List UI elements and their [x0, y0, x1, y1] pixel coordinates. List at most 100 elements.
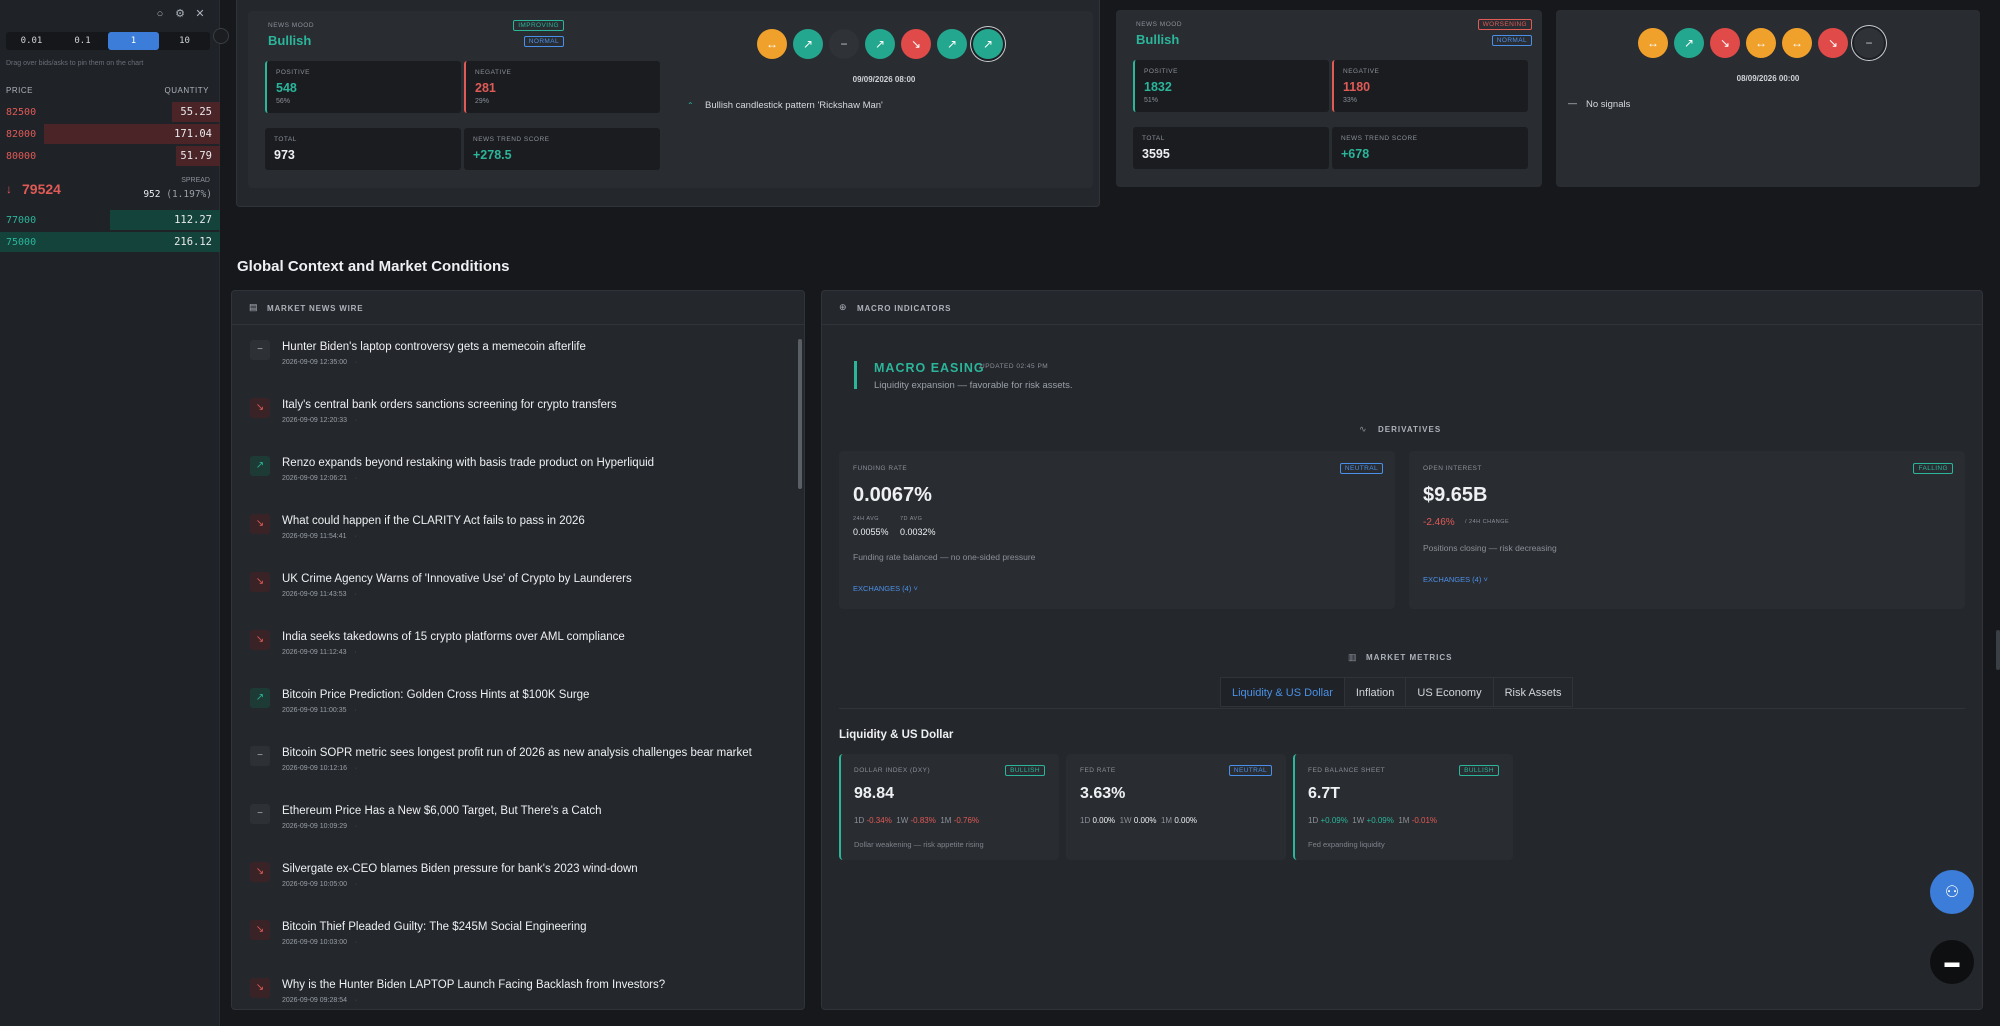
downtrend-signal-icon[interactable]: ↘ — [1818, 28, 1848, 58]
tab-us-economy[interactable]: US Economy — [1405, 677, 1494, 707]
news-mood-card: NEWS MOOD Bullish IMPROVING NORMAL POSIT… — [236, 0, 1100, 207]
signal-time: 08/09/2026 00:00 — [1736, 74, 1800, 83]
news-date: 2026-09-09 11:00:35 — [282, 707, 357, 714]
news-item[interactable]: ↘ What could happen if the CLARITY Act f… — [232, 503, 792, 561]
news-item[interactable]: ↘ Italy's central bank orders sanctions … — [232, 387, 792, 445]
sideways-signal-icon[interactable]: ↔ — [1638, 28, 1668, 58]
assistant-button[interactable]: ⚇ — [1930, 870, 1974, 914]
downtrend-signal-icon[interactable]: ↘ — [901, 29, 931, 59]
order-book-header: PRICE QUANTITY — [6, 86, 209, 95]
macro-indicators-panel: ⊕ MACRO INDICATORS MACRO EASING UPDATED … — [821, 290, 1983, 1010]
indicator-badge: BULLISH — [1459, 765, 1499, 776]
ask-row[interactable]: 80000 51.79 — [0, 146, 220, 166]
macro-regime: MACRO EASING — [874, 361, 985, 375]
news-item[interactable]: − Bitcoin SOPR metric sees longest profi… — [232, 735, 792, 793]
total-stat: TOTAL 973 — [265, 128, 461, 170]
positive-stat: POSITIVE 548 56% — [265, 61, 461, 113]
fed-rate-card[interactable]: FED RATE NEUTRAL 3.63% 1D 0.00% 1W 0.00%… — [1066, 754, 1286, 860]
trend-score-value: +678 — [1341, 147, 1370, 161]
bid-row[interactable]: 77000 112.27 — [0, 210, 220, 230]
precision-option[interactable]: 0.1 — [74, 36, 91, 46]
bearish-sentiment-icon: ↘ — [250, 630, 270, 650]
scrollbar-thumb[interactable] — [798, 339, 802, 489]
change-1m-label: 1M — [940, 816, 952, 825]
bearish-sentiment-icon: ↘ — [250, 920, 270, 940]
tab-risk-assets[interactable]: Risk Assets — [1492, 677, 1574, 707]
news-item[interactable]: ↘ Why is the Hunter Biden LAPTOP Launch … — [232, 967, 792, 1009]
macro-title: MACRO INDICATORS — [857, 304, 952, 313]
funding-badge: NEUTRAL — [1339, 463, 1383, 474]
exchanges-toggle[interactable]: EXCHANGES (4) ˅ — [853, 584, 918, 593]
news-title: What could happen if the CLARITY Act fai… — [282, 515, 585, 527]
exchanges-toggle[interactable]: EXCHANGES (4) ˅ — [1423, 575, 1488, 584]
uptrend-signal-icon[interactable]: ↗ — [793, 29, 823, 59]
news-item[interactable]: ↘ Silvergate ex-CEO blames Biden pressur… — [232, 851, 792, 909]
price-column-header: PRICE — [6, 86, 33, 95]
no-signal-icon-selected[interactable]: − — [1854, 28, 1884, 58]
sideways-signal-icon[interactable]: ↔ — [1782, 28, 1812, 58]
gear-icon[interactable]: ⚙ — [175, 8, 185, 20]
positive-stat: POSITIVE 1832 51% — [1133, 60, 1329, 112]
total-label: TOTAL — [1142, 135, 1165, 142]
page-scrollbar-thumb[interactable] — [1996, 630, 2000, 670]
downtrend-signal-icon[interactable]: ↘ — [1710, 28, 1740, 58]
mid-price: 79524 — [22, 181, 61, 197]
news-item[interactable]: − Ethereum Price Has a New $6,000 Target… — [232, 793, 792, 851]
macro-header: ⊕ MACRO INDICATORS — [822, 291, 1982, 325]
close-icon[interactable]: ✕ — [195, 8, 205, 20]
circle-icon[interactable]: ○ — [156, 8, 164, 20]
ask-row[interactable]: 82500 55.25 — [0, 102, 220, 122]
tab-inflation[interactable]: Inflation — [1343, 677, 1407, 707]
news-item[interactable]: ↗ Bitcoin Price Prediction: Golden Cross… — [232, 677, 792, 735]
uptrend-signal-icon-selected[interactable]: ↗ — [973, 29, 1003, 59]
sideways-signal-icon[interactable]: ↔ — [1746, 28, 1776, 58]
news-item[interactable]: ↘ Bitcoin Thief Pleaded Guilty: The $245… — [232, 909, 792, 967]
bid-row[interactable]: 75000 216.12 — [0, 232, 220, 252]
news-wire-header: ▤ MARKET NEWS WIRE — [232, 291, 804, 325]
depth-bar — [44, 124, 220, 144]
depth-bar — [176, 146, 220, 166]
avg-24h-value: 0.0055% — [853, 527, 889, 537]
open-interest-card: OPEN INTEREST FALLING $9.65B -2.46% / 24… — [1409, 451, 1965, 609]
news-item[interactable]: ↘ UK Crime Agency Warns of 'Innovative U… — [232, 561, 792, 619]
precision-option[interactable]: 0.01 — [20, 36, 43, 46]
precision-option[interactable]: 10 — [179, 36, 190, 46]
change-1w: +0.09% — [1366, 816, 1394, 825]
metric-group-title: Liquidity & US Dollar — [839, 729, 954, 741]
change-1m: 0.00% — [1174, 816, 1198, 825]
news-item[interactable]: ↗ Renzo expands beyond restaking with ba… — [232, 445, 792, 503]
bullish-sentiment-icon: ↗ — [250, 688, 270, 708]
ask-row[interactable]: 82000 171.04 — [0, 124, 220, 144]
bearish-sentiment-icon: ↘ — [250, 978, 270, 998]
sideways-signal-icon[interactable]: ↔ — [757, 29, 787, 59]
signal-description: Bullish candlestick pattern 'Rickshaw Ma… — [705, 100, 883, 111]
chat-button[interactable]: ▬ — [1930, 940, 1974, 984]
trend-badge: WORSENING — [1477, 19, 1532, 30]
exchanges-label: EXCHANGES (4) — [1423, 575, 1482, 584]
news-item[interactable]: − Hunter Biden's laptop controversy gets… — [232, 329, 792, 387]
indicator-badge: NEUTRAL — [1228, 765, 1272, 776]
uptrend-signal-icon[interactable]: ↗ — [865, 29, 895, 59]
spread-amount: 952 — [143, 189, 161, 200]
trend-score-stat: NEWS TREND SCORE +678 — [1332, 127, 1528, 169]
neutral-sentiment-icon: − — [250, 746, 270, 766]
ask-price: 82000 — [6, 129, 37, 140]
tab-liquidity-us-dollar[interactable]: Liquidity & US Dollar — [1220, 677, 1345, 707]
dollar-index-card[interactable]: DOLLAR INDEX (DXY) BULLISH 98.84 1D -0.3… — [839, 754, 1059, 860]
change-1m-label: 1M — [1398, 816, 1410, 825]
news-title: UK Crime Agency Warns of 'Innovative Use… — [282, 573, 632, 585]
news-date: 2026-09-09 10:09:29 — [282, 823, 357, 830]
news-item[interactable]: ↘ India seeks takedowns of 15 crypto pla… — [232, 619, 792, 677]
fed-balance-sheet-card[interactable]: FED BALANCE SHEET BULLISH 6.7T 1D +0.09%… — [1293, 754, 1513, 860]
depth-bar — [0, 232, 220, 252]
precision-option-selected[interactable]: 1 — [108, 32, 159, 50]
indicator-value: 98.84 — [854, 785, 895, 802]
uptrend-signal-icon[interactable]: ↗ — [1674, 28, 1704, 58]
change-1m: -0.76% — [953, 816, 980, 825]
no-signal-icon[interactable]: − — [829, 29, 859, 59]
uptrend-signal-icon[interactable]: ↗ — [937, 29, 967, 59]
state-badge: NORMAL — [1491, 35, 1532, 46]
news-title: Bitcoin Price Prediction: Golden Cross H… — [282, 689, 590, 701]
bar-chart-icon: ▥ — [1348, 652, 1357, 662]
collapse-panel-button[interactable] — [213, 28, 229, 44]
